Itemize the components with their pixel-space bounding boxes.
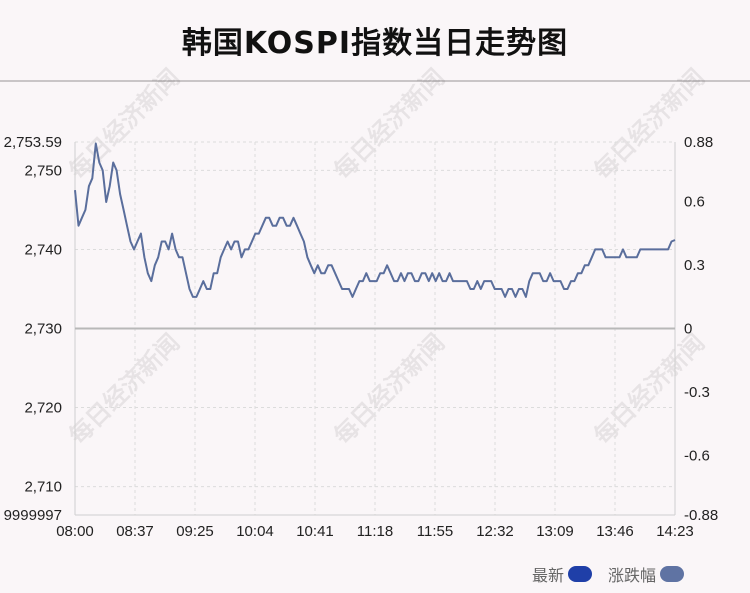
- chart-title: 韩国KOSPI指数当日走势图: [181, 26, 569, 61]
- y-right-tick-label: 0.3: [684, 257, 705, 274]
- y-right-tick-label: -0.88: [684, 507, 718, 524]
- y-right-tick-label: 0.6: [684, 193, 705, 210]
- y-left-tick-label: 9999997: [4, 507, 62, 524]
- x-tick-label: 09:25: [176, 523, 214, 540]
- y-left-tick-label: 2,740: [24, 241, 62, 258]
- watermark-text: 每日经济新闻: [328, 328, 450, 450]
- x-tick-label: 10:41: [296, 523, 334, 540]
- title-divider: [0, 80, 750, 82]
- legend-change-swatch: [660, 566, 685, 582]
- x-tick-label: 11:18: [357, 523, 393, 540]
- y-left-tick-label: 2,730: [24, 321, 62, 338]
- legend-change-label: 涨跌幅: [608, 566, 657, 585]
- x-tick-label: 08:00: [56, 523, 94, 540]
- x-tick-label: 12:32: [476, 523, 514, 540]
- y-left-tick-label: 2,750: [24, 162, 62, 179]
- legend-latest-label: 最新: [532, 566, 565, 585]
- y-right-tick-label: 0.88: [684, 134, 713, 151]
- x-tick-label: 10:04: [236, 523, 274, 540]
- x-tick-label: 13:46: [596, 523, 634, 540]
- watermark-text: 每日经济新闻: [588, 63, 710, 185]
- watermark-text: 每日经济新闻: [328, 63, 450, 185]
- legend-change: 涨跌幅: [608, 563, 685, 585]
- watermark-text: 每日经济新闻: [63, 63, 185, 185]
- y-left-tick-label: 2,720: [24, 400, 62, 417]
- y-left-tick-label: 2,753.59: [4, 134, 62, 151]
- y-right-tick-label: 0: [684, 321, 692, 338]
- legend-latest-swatch: [568, 566, 593, 582]
- legend-latest: 最新: [532, 563, 593, 585]
- kospi-series-line: [74, 142, 676, 298]
- watermark-text: 每日经济新闻: [63, 328, 185, 450]
- x-tick-label: 08:37: [116, 523, 154, 540]
- x-tick-label: 11:55: [417, 523, 453, 540]
- x-tick-label: 14:23: [656, 523, 694, 540]
- x-tick-label: 13:09: [536, 523, 574, 540]
- y-right-tick-label: -0.6: [684, 448, 710, 465]
- y-left-tick-label: 2,710: [24, 479, 62, 496]
- y-right-tick-label: -0.3: [684, 384, 710, 401]
